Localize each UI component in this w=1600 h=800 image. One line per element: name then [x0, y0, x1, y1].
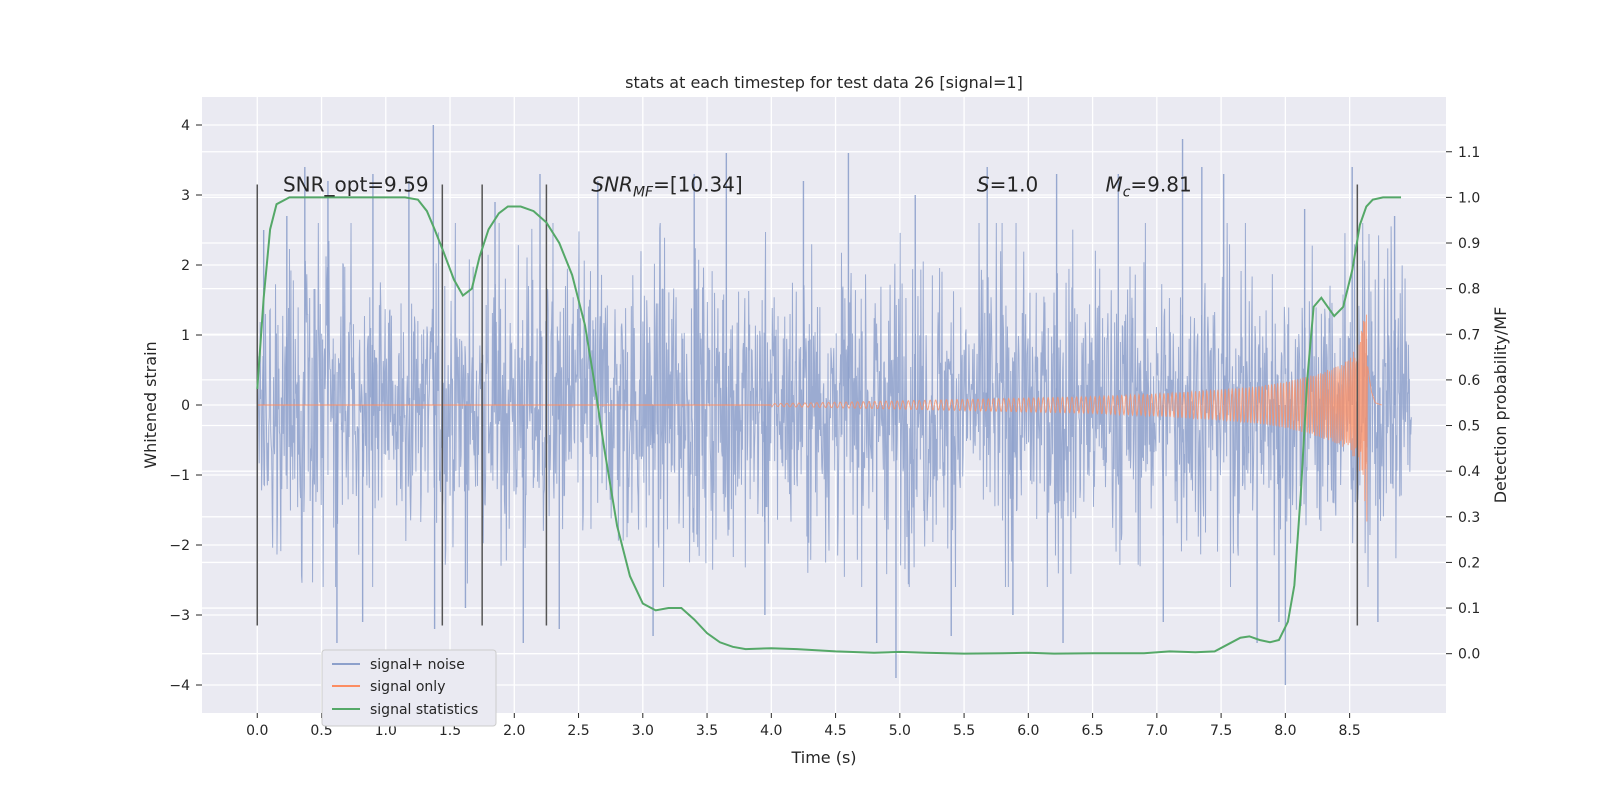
y2-tick-label: 0.6: [1458, 373, 1480, 389]
y-tick-label: 1: [181, 328, 190, 344]
x-tick-label: 6.0: [1017, 723, 1039, 739]
y-tick-label: 2: [181, 258, 190, 274]
legend-label-signal-statistics: signal statistics: [370, 702, 478, 718]
signal-statistics-line: [256, 196, 1402, 655]
y2-tick-label: 1.0: [1458, 190, 1480, 206]
annotation-text: Mc=9.81: [1105, 173, 1191, 201]
x-tick-label: 8.5: [1338, 723, 1360, 739]
y2-tick-label: 0.7: [1458, 327, 1480, 343]
y-tick-label: 4: [181, 118, 190, 134]
x-axis-label: Time (s): [790, 748, 856, 767]
x-tick-label: 3.5: [696, 723, 718, 739]
chart-title: stats at each timestep for test data 26 …: [625, 73, 1023, 92]
y-tick-label: −3: [169, 608, 190, 624]
x-tick-label: 7.0: [1146, 723, 1168, 739]
y-tick-label: 3: [181, 188, 190, 204]
x-tick-label: 3.0: [632, 723, 654, 739]
y2-tick-label: 1.1: [1458, 145, 1480, 161]
y-axis-ticks: 4 3 2 1 0 −1 −2 −3 −4: [169, 118, 202, 694]
y2-tick-label: 0.8: [1458, 282, 1480, 298]
x-tick-label: 5.0: [889, 723, 911, 739]
x-tick-label: 2.5: [567, 723, 589, 739]
legend-label-signal-only: signal only: [370, 679, 445, 695]
y-tick-label: 0: [181, 398, 190, 414]
x-tick-label: 8.0: [1274, 723, 1296, 739]
signal-only-line: [771, 314, 1382, 522]
y-tick-label: −1: [169, 468, 190, 484]
x-tick-label: 1.5: [439, 723, 461, 739]
vertical-marker-lines: [256, 184, 1359, 626]
x-axis-ticks: 0.0 0.5 1.0 1.5 2.0 2.5 3.0 3.5 4.0 4.5 5.0 5.5 6.0 6…: [246, 713, 1361, 739]
x-tick-label: 1.0: [375, 723, 397, 739]
y-axis-label: Whitened strain: [141, 341, 160, 468]
x-tick-label: 6.5: [1081, 723, 1103, 739]
x-tick-label: 0.5: [310, 723, 332, 739]
x-tick-label: 4.0: [760, 723, 782, 739]
y2-axis-label: Detection probability/MF: [1491, 307, 1510, 504]
y2-tick-label: 0.0: [1458, 647, 1480, 663]
y2-tick-label: 0.4: [1458, 464, 1480, 480]
x-tick-label: 2.0: [503, 723, 525, 739]
annotation-text: SNR_opt=9.59: [283, 173, 429, 197]
signal-statistics-series: [256, 196, 1402, 655]
annotation-text: S=1.0: [977, 173, 1038, 197]
y2-axis-ticks: 1.1 1.0 0.9 0.8 0.7 0.6 0.5 0.4 0.3 0.2 0.1 0.0: [1446, 145, 1480, 663]
signal-only-series: [257, 314, 1382, 522]
y2-tick-label: 0.3: [1458, 510, 1480, 526]
y2-tick-label: 0.5: [1458, 419, 1480, 435]
x-tick-label: 5.5: [953, 723, 975, 739]
y2-tick-label: 0.1: [1458, 601, 1480, 617]
y-tick-label: −4: [169, 678, 190, 694]
x-tick-label: 0.0: [246, 723, 268, 739]
legend: signal+ noise signal only signal statist…: [321, 649, 497, 727]
y-tick-label: −2: [169, 538, 190, 554]
annotation-text: SNRMF=[10.34]: [591, 173, 742, 201]
y2-tick-label: 0.2: [1458, 555, 1480, 571]
signal-noise-series: [256, 125, 1412, 685]
legend-box: [321, 649, 497, 727]
annotations: SNR_opt=9.59 SNRMF=[10.34] S=1.0 Mc=9.81: [283, 173, 1192, 201]
y2-tick-label: 0.9: [1458, 236, 1480, 252]
x-tick-label: 7.5: [1210, 723, 1232, 739]
legend-label-signal-noise: signal+ noise: [370, 657, 465, 673]
x-tick-label: 4.5: [824, 723, 846, 739]
signal-noise-line: [256, 222, 1412, 588]
